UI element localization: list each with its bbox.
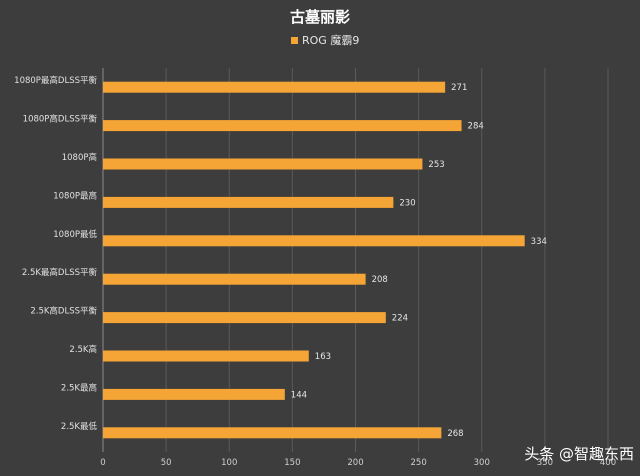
value-label: 208 [372, 275, 388, 285]
value-label: 163 [315, 352, 331, 362]
x-tick-label: 350 [537, 458, 553, 468]
category-label: 2.5K最高 [61, 382, 97, 393]
bar [103, 427, 442, 439]
x-tick-label: 150 [284, 458, 300, 468]
category-label: 2.5K最高DLSS平衡 [22, 267, 98, 278]
x-tick-label: 250 [411, 458, 427, 468]
value-label: 271 [451, 83, 467, 93]
value-label: 253 [428, 160, 444, 170]
bars [103, 81, 525, 439]
value-label: 144 [291, 390, 307, 400]
bar [103, 158, 423, 170]
bar [103, 196, 394, 208]
category-label: 1080P高DLSS平衡 [23, 114, 98, 125]
category-label: 2.5K最低 [61, 421, 98, 432]
legend: ROG 魔霸9 [291, 33, 359, 47]
value-label: 224 [392, 314, 408, 324]
category-labels: 1080P最高DLSS平衡 1080P高DLSS平衡 1080P高 1080P最高 10… [14, 75, 97, 432]
x-tick-label: 50 [161, 458, 172, 468]
x-tick-label: 300 [474, 458, 490, 468]
legend-label: ROG 魔霸9 [302, 33, 359, 47]
legend-swatch [291, 37, 298, 44]
bar [103, 273, 366, 285]
bar [103, 120, 462, 132]
bar [103, 81, 446, 93]
x-tick-label: 200 [347, 458, 363, 468]
value-label: 230 [399, 198, 415, 208]
x-tick-label: 400 [600, 458, 616, 468]
category-label: 1080P最高DLSS平衡 [14, 75, 97, 86]
value-label: 268 [447, 429, 463, 439]
x-tick-labels: 0 50 100 150 200 250 300 350 400 [100, 458, 616, 468]
category-label: 1080P最高 [53, 190, 97, 201]
value-label: 284 [468, 122, 484, 132]
x-tick-label: 100 [221, 458, 237, 468]
bar [103, 235, 525, 247]
bar [103, 312, 386, 324]
value-label: 334 [531, 237, 547, 247]
value-labels: 271 284 253 230 334 208 224 163 144 268 [291, 83, 547, 439]
category-label: 1080P高 [62, 152, 97, 163]
gridlines [102, 68, 609, 452]
category-label: 2.5K高DLSS平衡 [30, 306, 97, 317]
chart-title: 古墓丽影 [290, 8, 350, 26]
category-label: 2.5K高 [69, 344, 97, 355]
x-tick-label: 0 [100, 458, 105, 468]
bar [103, 350, 309, 362]
bar [103, 388, 285, 400]
category-label: 1080P最低 [53, 229, 97, 240]
watermark: 头条 @智趣东西 [524, 445, 634, 463]
